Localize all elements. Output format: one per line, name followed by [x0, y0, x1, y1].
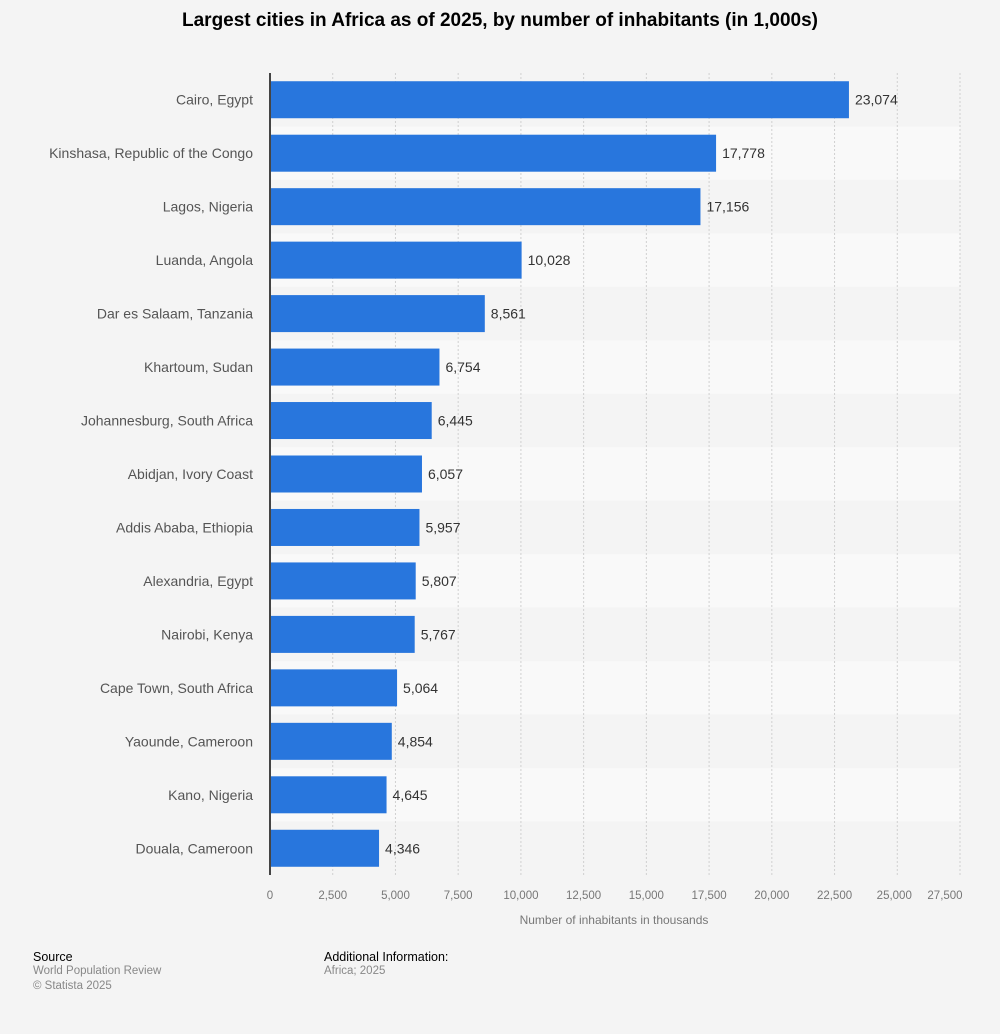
- data-label: 5,767: [421, 626, 456, 642]
- data-label: 6,445: [438, 413, 473, 429]
- data-label: 6,057: [428, 466, 463, 482]
- category-label: Johannesburg, South Africa: [81, 413, 253, 429]
- category-label: Douala, Cameroon: [135, 840, 253, 856]
- data-label: 5,957: [425, 519, 460, 535]
- bar: [270, 776, 387, 814]
- data-label: 23,074: [855, 92, 898, 108]
- bar: [270, 295, 485, 333]
- bar: [270, 829, 380, 867]
- x-tick-label: 15,000: [629, 890, 664, 902]
- bar: [270, 455, 422, 493]
- source-line[interactable]: World Population Review: [33, 965, 162, 977]
- bar: [270, 81, 849, 119]
- category-label: Addis Ababa, Ethiopia: [116, 519, 253, 535]
- data-label: 8,561: [491, 306, 526, 322]
- category-label: Dar es Salaam, Tanzania: [97, 306, 253, 322]
- bar: [270, 615, 415, 653]
- x-axis-title: Number of inhabitants in thousands: [520, 913, 709, 927]
- copyright-line: © Statista 2025: [33, 980, 112, 992]
- category-label: Alexandria, Egypt: [143, 573, 253, 589]
- x-tick-label: 20,000: [754, 890, 789, 902]
- bar: [270, 348, 440, 386]
- x-tick-label: 5,000: [381, 890, 410, 902]
- category-label: Kano, Nigeria: [168, 787, 253, 803]
- data-label: 17,156: [706, 199, 749, 215]
- category-label: Abidjan, Ivory Coast: [128, 466, 253, 482]
- source-block: Source World Population Review © Statist…: [33, 950, 161, 994]
- category-label: Nairobi, Kenya: [161, 626, 253, 642]
- chart-title: Largest cities in Africa as of 2025, by …: [182, 10, 818, 31]
- x-tick-label: 17,500: [691, 890, 726, 902]
- bar: [270, 241, 522, 279]
- x-tick-label: 25,000: [877, 890, 912, 902]
- bar: [270, 508, 420, 546]
- bar: [270, 134, 717, 172]
- info-heading: Additional Information:: [324, 950, 449, 964]
- row-band: [270, 821, 960, 875]
- category-label: Lagos, Nigeria: [163, 199, 253, 215]
- x-tick-label: 0: [267, 890, 273, 902]
- category-label: Yaounde, Cameroon: [125, 733, 253, 749]
- additional-info-block: Additional Information: Africa; 2025: [324, 950, 448, 979]
- category-label: Khartoum, Sudan: [144, 359, 253, 375]
- source-heading: Source: [33, 950, 73, 964]
- bar-chart: 0 2,500 5,000 7,500 10,000 12,500 15,000 17,500…: [49, 73, 963, 927]
- data-label: 4,346: [385, 840, 420, 856]
- data-label: 10,028: [528, 252, 571, 268]
- category-label: Cairo, Egypt: [176, 92, 253, 108]
- x-tick-label: 10,000: [503, 890, 538, 902]
- bar: [270, 562, 416, 600]
- data-label: 4,854: [398, 733, 433, 749]
- data-label: 17,778: [722, 145, 765, 161]
- data-label: 6,754: [445, 359, 480, 375]
- data-label: 5,064: [403, 680, 438, 696]
- x-tick-label: 12,500: [566, 890, 601, 902]
- bar: [270, 722, 392, 760]
- x-tick-label: 27,500: [927, 890, 962, 902]
- data-label: 4,645: [393, 787, 428, 803]
- category-label: Cape Town, South Africa: [100, 680, 253, 696]
- bar: [270, 669, 398, 707]
- category-label: Kinshasa, Republic of the Congo: [49, 145, 253, 161]
- info-line: Africa; 2025: [324, 965, 386, 977]
- x-tick-label: 2,500: [318, 890, 347, 902]
- data-label: 5,807: [422, 573, 457, 589]
- bar: [270, 188, 701, 226]
- category-label: Luanda, Angola: [156, 252, 254, 268]
- bar: [270, 402, 432, 440]
- x-tick-label: 7,500: [444, 890, 473, 902]
- x-tick-label: 22,500: [817, 890, 852, 902]
